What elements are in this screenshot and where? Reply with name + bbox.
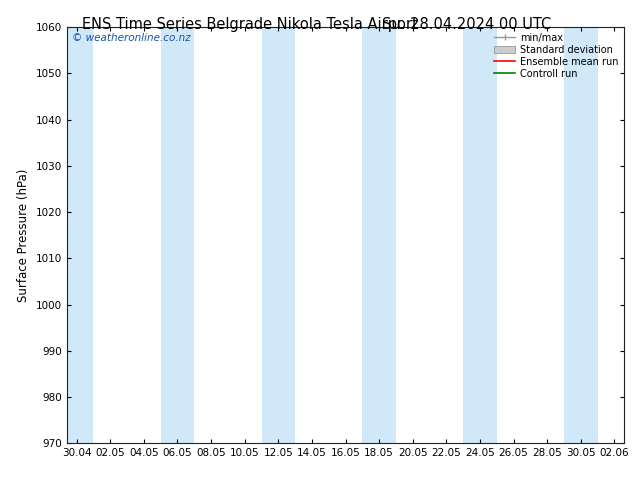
Text: ENS Time Series Belgrade Nikola Tesla Airport: ENS Time Series Belgrade Nikola Tesla Ai… <box>82 17 418 32</box>
Y-axis label: Surface Pressure (hPa): Surface Pressure (hPa) <box>17 169 30 302</box>
Text: Su. 28.04.2024 00 UTC: Su. 28.04.2024 00 UTC <box>382 17 552 32</box>
Bar <box>564 27 598 443</box>
Bar <box>160 27 194 443</box>
Bar <box>363 27 396 443</box>
Bar <box>261 27 295 443</box>
Text: © weatheronline.co.nz: © weatheronline.co.nz <box>72 33 191 43</box>
Legend: min/max, Standard deviation, Ensemble mean run, Controll run: min/max, Standard deviation, Ensemble me… <box>490 29 623 82</box>
Bar <box>60 27 93 443</box>
Bar <box>463 27 497 443</box>
